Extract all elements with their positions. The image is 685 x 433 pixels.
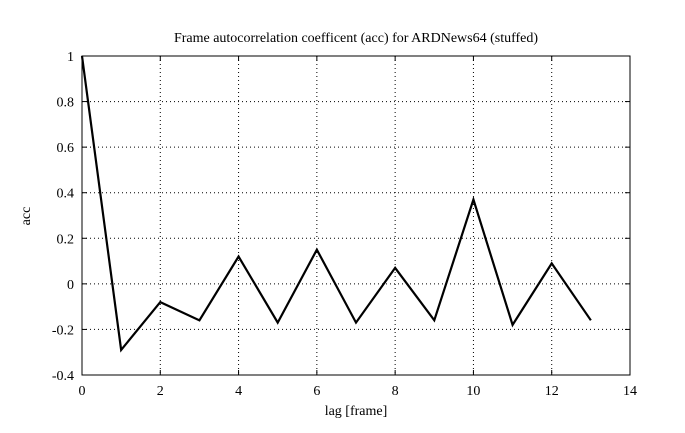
chart-title: Frame autocorrelation coefficent (acc) f… — [174, 31, 538, 46]
x-tick-label: 2 — [157, 384, 164, 399]
x-tick-label: 4 — [235, 384, 242, 399]
y-tick-label: 0.2 — [57, 232, 75, 247]
y-tick-label: 0.6 — [57, 141, 75, 156]
x-axis-label: lag [frame] — [325, 404, 388, 419]
y-tick-label: -0.2 — [52, 323, 74, 338]
y-tick-label: 1 — [67, 50, 74, 65]
x-tick-label: 12 — [545, 384, 559, 399]
x-tick-label: 0 — [79, 384, 86, 399]
y-tick-label: -0.4 — [52, 369, 74, 384]
x-tick-label: 8 — [392, 384, 399, 399]
y-axis-label: acc — [19, 207, 34, 226]
x-tick-label: 14 — [623, 384, 637, 399]
data-line — [80, 55, 592, 353]
y-tick-label: 0 — [67, 278, 74, 293]
x-tick-label: 6 — [313, 384, 320, 399]
plot-frame — [81, 55, 631, 376]
x-tick-label: 10 — [466, 384, 480, 399]
y-tick-label: 0.4 — [57, 187, 75, 202]
y-tick-label: 0.8 — [57, 96, 75, 111]
